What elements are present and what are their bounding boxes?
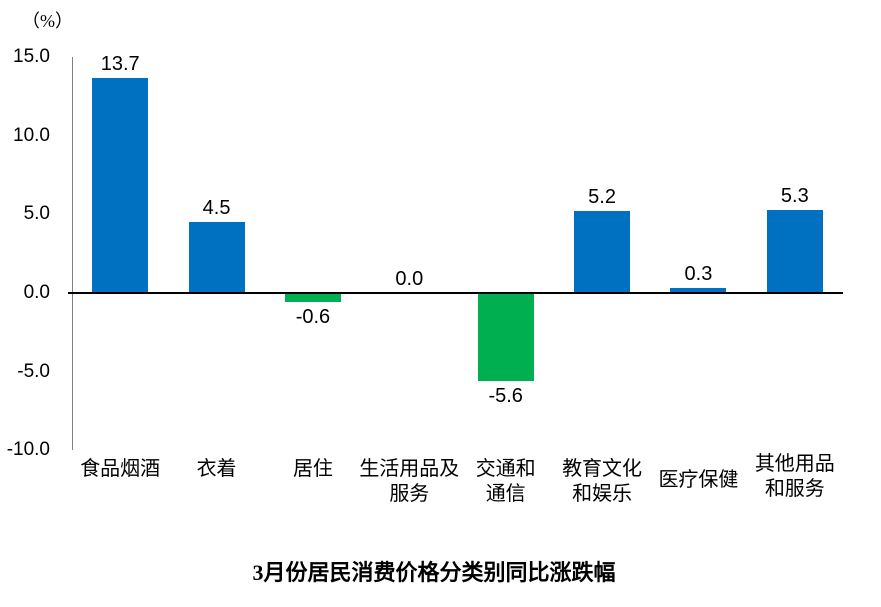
bar-value-label: 4.5 [202,197,231,220]
bar-value-label: 5.3 [780,184,809,207]
category-label-line: 食品烟酒 [80,458,161,480]
bar-value-label: -0.6 [295,306,331,329]
category-label-line: 和娱乐 [572,483,633,505]
category-label-line: 医疗保健 [658,469,739,491]
category-label: 医疗保健 [640,468,756,493]
bar-positive [766,209,823,293]
bar-positive [188,222,245,293]
bar-positive [92,77,149,293]
bar-value-label: 0.0 [395,268,424,290]
y-axis-line [72,57,73,451]
category-label-line: 衣着 [196,458,237,480]
category-label-line: 居住 [292,458,333,480]
y-axis-tick-label: -10.0 [6,439,50,461]
bar-value-label: -5.6 [488,385,523,408]
category-label: 交通和 通信 [448,457,564,507]
y-axis-tick-label: 15.0 [13,46,50,68]
bar-positive [670,288,727,293]
chart-title: 3月份居民消费价格分类别同比涨跌幅 [252,560,616,585]
bar-value-label: 5.2 [588,186,616,209]
category-label: 衣着 [159,457,275,482]
category-label-line: 和服务 [764,478,825,500]
x-axis-zero-line [68,292,843,294]
category-label: 其他用品 和服务 [737,452,853,502]
y-axis-tick-label: 0.0 [23,282,50,303]
y-axis-tick-label: 10.0 [13,124,50,146]
bar-positive [574,211,631,293]
y-axis-unit-label: （%） [22,11,73,31]
category-label-line: 其他用品 [754,453,835,475]
category-label-line: 教育文化 [562,458,643,480]
category-label-line: 交通和 [475,458,536,480]
category-label-line: 服务 [389,483,430,505]
category-label: 生活用品及 服务 [351,457,467,507]
category-label-line: 生活用品及 [359,458,460,480]
bar-negative [477,293,534,382]
bar-value-label: 0.3 [684,263,713,286]
y-axis-tick-label: 5.0 [23,203,50,225]
category-label: 居住 [255,457,371,482]
y-axis-tick-label: -5.0 [17,360,50,382]
category-label: 食品烟酒 [62,457,178,482]
bar-negative [284,293,341,303]
category-label-line: 通信 [485,483,526,505]
category-label: 教育文化 和娱乐 [544,457,660,507]
bar-value-label: 13.7 [100,52,140,75]
